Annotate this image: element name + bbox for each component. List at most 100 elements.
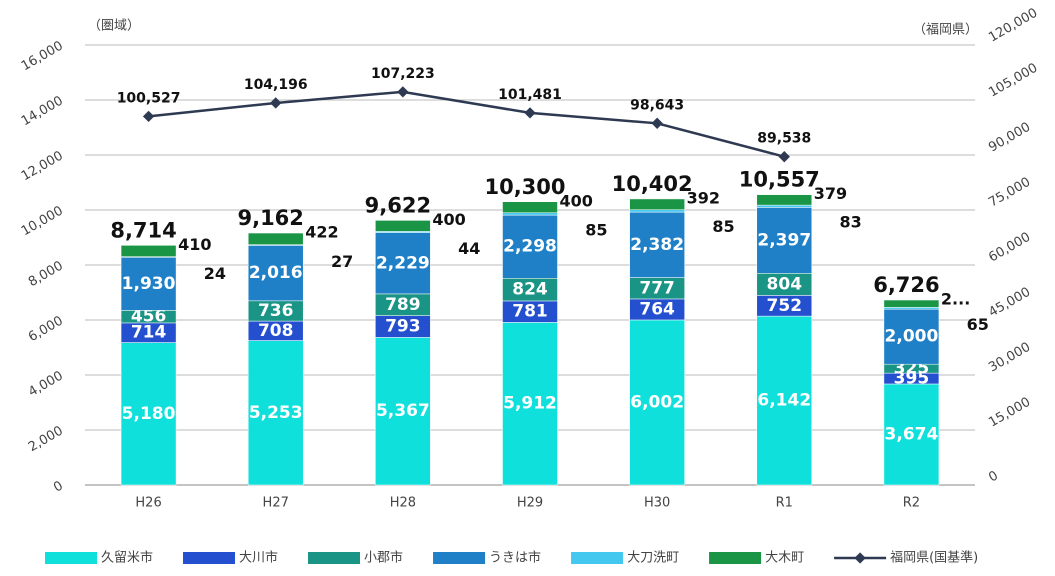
data-label: 27 bbox=[331, 252, 353, 271]
line-point bbox=[142, 110, 155, 123]
line-label: 89,538 bbox=[757, 131, 811, 147]
y2-tick-label: 45,000 bbox=[986, 285, 1033, 321]
x-tick-label: R1 bbox=[776, 496, 793, 511]
x-tick-label: H28 bbox=[390, 496, 416, 511]
bar-segment bbox=[120, 257, 177, 311]
bar-segment bbox=[629, 209, 685, 213]
y-tick-label: 16,000 bbox=[19, 39, 66, 75]
data-label: 395 bbox=[894, 369, 930, 389]
bar-segment bbox=[247, 340, 304, 486]
data-label: 777 bbox=[639, 278, 675, 298]
bar-segment bbox=[756, 194, 813, 206]
bar-segment bbox=[120, 342, 177, 486]
data-label: 422 bbox=[305, 223, 338, 242]
data-label: 392 bbox=[687, 188, 720, 207]
bar-segment bbox=[756, 204, 813, 208]
data-label: 410 bbox=[178, 235, 211, 254]
data-label: 400 bbox=[432, 210, 465, 229]
bar-segment bbox=[247, 232, 304, 245]
y2-tick-label: 15,000 bbox=[986, 395, 1033, 431]
data-label: 1,930 bbox=[122, 274, 176, 294]
bar-segment bbox=[756, 207, 813, 274]
bar-segment bbox=[502, 201, 558, 213]
data-label: 781 bbox=[512, 302, 548, 322]
data-label: 752 bbox=[767, 296, 803, 316]
data-label: 824 bbox=[512, 280, 548, 300]
legend-label: 大木町 bbox=[765, 551, 804, 566]
bar-segment bbox=[120, 245, 177, 257]
data-label: 764 bbox=[639, 299, 675, 319]
y-tick-label: 10,000 bbox=[19, 204, 66, 240]
legend-label: 大刀洗町 bbox=[627, 551, 679, 566]
line-label: 107,223 bbox=[371, 66, 435, 82]
bar-segment bbox=[629, 319, 685, 486]
line-label: 101,481 bbox=[498, 87, 562, 103]
bar-segment bbox=[629, 211, 685, 278]
data-label: 44 bbox=[458, 239, 480, 258]
data-label: 6,142 bbox=[757, 391, 811, 411]
data-label: 5,180 bbox=[122, 404, 176, 424]
bar-segment bbox=[883, 383, 940, 486]
data-label: 65 bbox=[967, 315, 989, 334]
total-label: 10,300 bbox=[484, 175, 565, 199]
legend-swatch bbox=[45, 552, 97, 564]
bar-segment bbox=[629, 198, 685, 210]
data-label: 804 bbox=[767, 274, 803, 294]
bar-segment bbox=[502, 322, 558, 486]
total-label: 9,622 bbox=[365, 193, 431, 217]
bar-segment bbox=[375, 220, 431, 232]
data-label: 6,002 bbox=[630, 392, 684, 412]
bar-segment bbox=[502, 214, 558, 279]
line-point bbox=[524, 107, 536, 119]
data-label: 2,016 bbox=[249, 263, 303, 283]
y2-tick-label: 75,000 bbox=[986, 175, 1033, 211]
x-tick-label: H29 bbox=[517, 496, 543, 511]
bar-segment bbox=[502, 212, 558, 216]
line-point bbox=[651, 117, 663, 129]
data-label: 85 bbox=[585, 220, 607, 239]
y-tick-label: 8,000 bbox=[26, 259, 66, 291]
legend-marker bbox=[854, 552, 866, 564]
x-tick-label: H30 bbox=[644, 496, 670, 511]
legend-label: 小郡市 bbox=[364, 550, 403, 566]
y2-tick-label: 90,000 bbox=[986, 120, 1033, 156]
line-point bbox=[397, 86, 409, 98]
line-point bbox=[778, 151, 790, 163]
x-tick-label: H27 bbox=[263, 496, 289, 511]
line-point bbox=[270, 97, 282, 109]
data-label: 793 bbox=[385, 317, 421, 337]
bar-segment bbox=[247, 245, 304, 302]
bar-segment bbox=[375, 232, 431, 295]
data-label: 2,382 bbox=[630, 235, 684, 255]
data-label: 85 bbox=[712, 217, 734, 236]
x-tick-label: H26 bbox=[135, 496, 161, 511]
data-label: 379 bbox=[814, 184, 847, 203]
y-axis-label: （圏域） bbox=[88, 19, 140, 34]
total-label: 6,726 bbox=[873, 273, 939, 297]
bar-segment bbox=[756, 315, 813, 486]
data-label: 708 bbox=[258, 321, 294, 341]
data-label: 2,397 bbox=[757, 230, 811, 250]
data-label: 3,674 bbox=[885, 424, 939, 444]
data-label: 789 bbox=[385, 295, 421, 315]
y2-tick-label: 60,000 bbox=[986, 230, 1033, 266]
legend-label: 久留米市 bbox=[101, 550, 153, 566]
legend-label: うきは市 bbox=[489, 550, 541, 566]
legend-label: 福岡県(国基準) bbox=[890, 550, 978, 566]
y2-tick-label: 120,000 bbox=[986, 6, 1040, 46]
y2-tick-label: 0 bbox=[986, 468, 1001, 485]
data-label: 5,912 bbox=[503, 394, 557, 414]
bar-segment bbox=[883, 307, 940, 310]
data-label: 736 bbox=[258, 301, 294, 321]
data-label: 2,229 bbox=[376, 253, 430, 273]
line bbox=[148, 90, 785, 158]
y-tick-label: 2,000 bbox=[26, 424, 66, 456]
y-tick-label: 6,000 bbox=[26, 314, 66, 346]
data-label: 24 bbox=[204, 264, 226, 283]
y2-tick-label: 105,000 bbox=[986, 61, 1040, 101]
x-tick-label: R2 bbox=[903, 496, 920, 511]
bar-segment bbox=[883, 308, 940, 365]
legend-swatch bbox=[433, 552, 486, 564]
data-label: 2... bbox=[941, 290, 970, 309]
bar-segment bbox=[883, 299, 940, 308]
